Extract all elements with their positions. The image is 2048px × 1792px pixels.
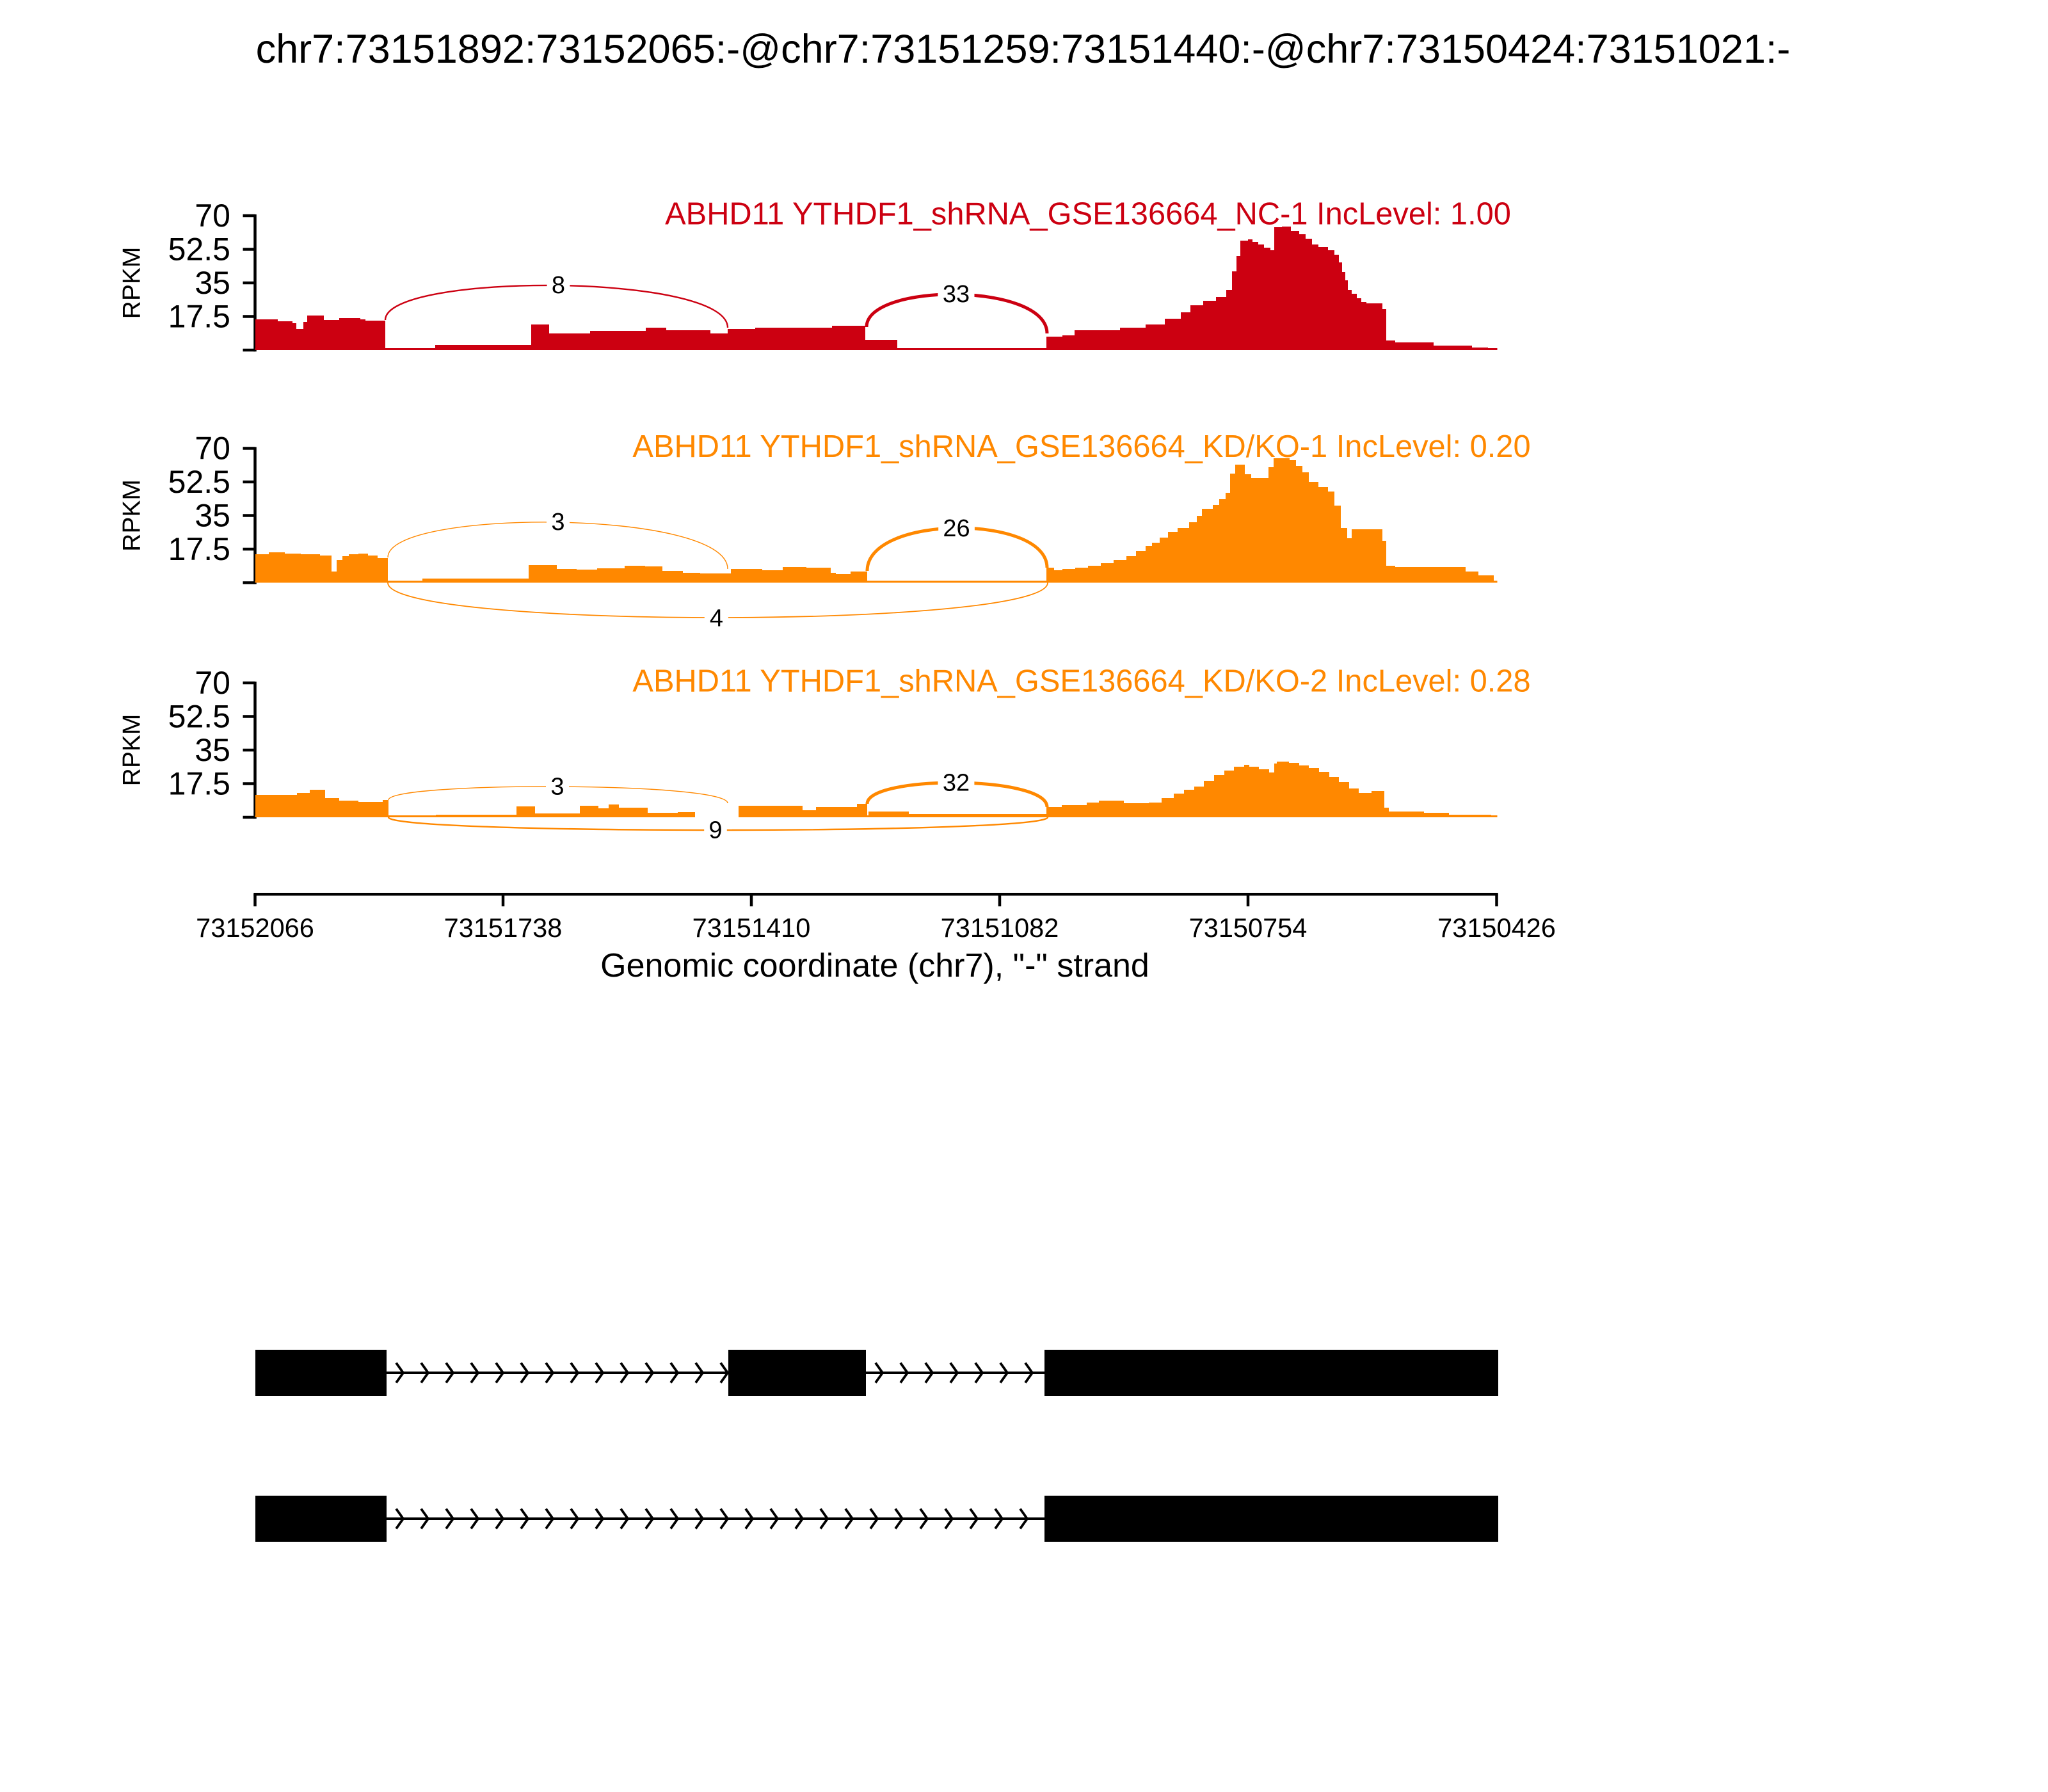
svg-text:RPKM: RPKM: [118, 247, 146, 319]
svg-text:70: 70: [195, 431, 230, 467]
svg-text:52.5: 52.5: [168, 232, 230, 268]
svg-text:35: 35: [195, 265, 230, 301]
svg-text:73151410: 73151410: [692, 913, 811, 943]
svg-text:3: 3: [550, 774, 564, 801]
svg-text:70: 70: [195, 198, 230, 234]
svg-text:RPKM: RPKM: [118, 479, 146, 552]
svg-text:73150426: 73150426: [1437, 913, 1556, 943]
svg-text:chr7:73151892:73152065:-@chr7:: chr7:73151892:73152065:-@chr7:73151259:7…: [256, 27, 1791, 72]
svg-text:35: 35: [195, 498, 230, 534]
svg-text:RPKM: RPKM: [118, 714, 146, 787]
svg-text:17.5: 17.5: [168, 531, 230, 567]
svg-text:73151738: 73151738: [444, 913, 563, 943]
svg-text:3: 3: [551, 509, 564, 536]
svg-text:52.5: 52.5: [168, 699, 230, 735]
svg-text:ABHD11 YTHDF1_shRNA_GSE136664_: ABHD11 YTHDF1_shRNA_GSE136664_NC-1 IncLe…: [665, 197, 1511, 232]
svg-text:Genomic coordinate (chr7), "-": Genomic coordinate (chr7), "-" strand: [600, 947, 1149, 984]
svg-text:9: 9: [708, 817, 722, 844]
svg-text:8: 8: [552, 272, 565, 299]
svg-text:32: 32: [943, 770, 970, 797]
svg-text:73151082: 73151082: [941, 913, 1059, 943]
svg-text:73150754: 73150754: [1189, 913, 1308, 943]
svg-text:ABHD11 YTHDF1_shRNA_GSE136664_: ABHD11 YTHDF1_shRNA_GSE136664_KD/KO-2 In…: [632, 664, 1530, 699]
svg-text:17.5: 17.5: [168, 766, 230, 802]
svg-text:35: 35: [195, 732, 230, 768]
svg-text:70: 70: [195, 665, 230, 701]
svg-text:73152066: 73152066: [196, 913, 314, 943]
svg-text:ABHD11 YTHDF1_shRNA_GSE136664_: ABHD11 YTHDF1_shRNA_GSE136664_KD/KO-1 In…: [632, 429, 1530, 464]
svg-text:17.5: 17.5: [168, 299, 230, 335]
svg-text:52.5: 52.5: [168, 464, 230, 500]
svg-text:4: 4: [710, 605, 723, 632]
svg-text:33: 33: [943, 281, 970, 308]
svg-text:26: 26: [943, 515, 970, 542]
